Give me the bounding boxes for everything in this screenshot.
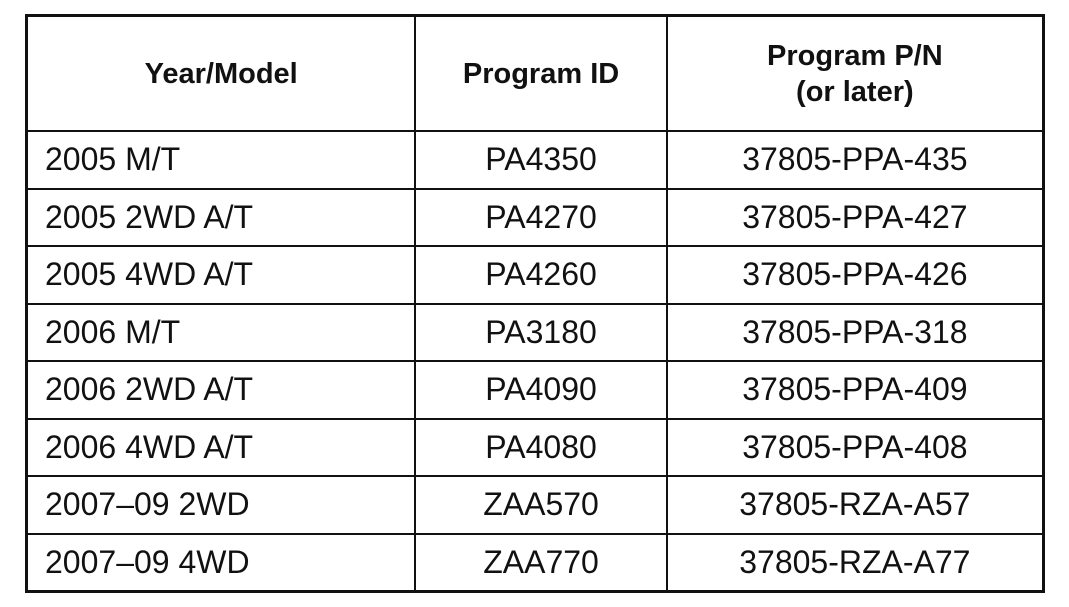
program-pn-cell: 37805-PPA-408 (665, 417, 1045, 477)
table-row: 2005 M/T PA4350 37805-PPA-435 (25, 130, 1045, 190)
header-program-pn-line2: (or later) (796, 75, 914, 108)
table-row: 2007–09 2WD ZAA570 37805-RZA-A57 (25, 475, 1045, 535)
program-table: Year/Model Program ID Program P/N (or lat… (25, 14, 1045, 593)
table-row: 2007–09 4WD ZAA770 37805-RZA-A77 (25, 532, 1045, 593)
table-row: 2006 M/T PA3180 37805-PPA-318 (25, 302, 1045, 362)
program-id-cell: ZAA570 (414, 475, 668, 535)
header-program-id: Program ID (414, 14, 668, 132)
table-row: 2006 2WD A/T PA4090 37805-PPA-409 (25, 360, 1045, 420)
year-model-cell: 2005 M/T (25, 130, 417, 190)
program-pn-cell: 37805-PPA-426 (665, 245, 1045, 305)
program-id-cell: PA4350 (414, 130, 668, 190)
header-program-pn: Program P/N (or later) (665, 14, 1045, 132)
year-model-cell: 2007–09 2WD (25, 475, 417, 535)
table-row: 2005 4WD A/T PA4260 37805-PPA-426 (25, 245, 1045, 305)
program-id-cell: PA3180 (414, 302, 668, 362)
table-row: 2006 4WD A/T PA4080 37805-PPA-408 (25, 417, 1045, 477)
program-pn-cell: 37805-PPA-318 (665, 302, 1045, 362)
program-id-cell: PA4260 (414, 245, 668, 305)
program-pn-cell: 37805-PPA-427 (665, 187, 1045, 247)
header-program-pn-line1: Program P/N (767, 39, 943, 72)
year-model-cell: 2007–09 4WD (25, 532, 417, 593)
program-pn-cell: 37805-PPA-409 (665, 360, 1045, 420)
year-model-cell: 2005 4WD A/T (25, 245, 417, 305)
program-id-cell: ZAA770 (414, 532, 668, 593)
program-id-cell: PA4090 (414, 360, 668, 420)
header-row: Year/Model Program ID Program P/N (or lat… (25, 14, 1045, 132)
program-pn-cell: 37805-PPA-435 (665, 130, 1045, 190)
table-row: 2005 2WD A/T PA4270 37805-PPA-427 (25, 187, 1045, 247)
header-year-model: Year/Model (25, 14, 417, 132)
program-id-cell: PA4080 (414, 417, 668, 477)
year-model-cell: 2005 2WD A/T (25, 187, 417, 247)
year-model-cell: 2006 4WD A/T (25, 417, 417, 477)
program-id-cell: PA4270 (414, 187, 668, 247)
program-pn-cell: 37805-RZA-A77 (665, 532, 1045, 593)
year-model-cell: 2006 M/T (25, 302, 417, 362)
year-model-cell: 2006 2WD A/T (25, 360, 417, 420)
program-pn-cell: 37805-RZA-A57 (665, 475, 1045, 535)
